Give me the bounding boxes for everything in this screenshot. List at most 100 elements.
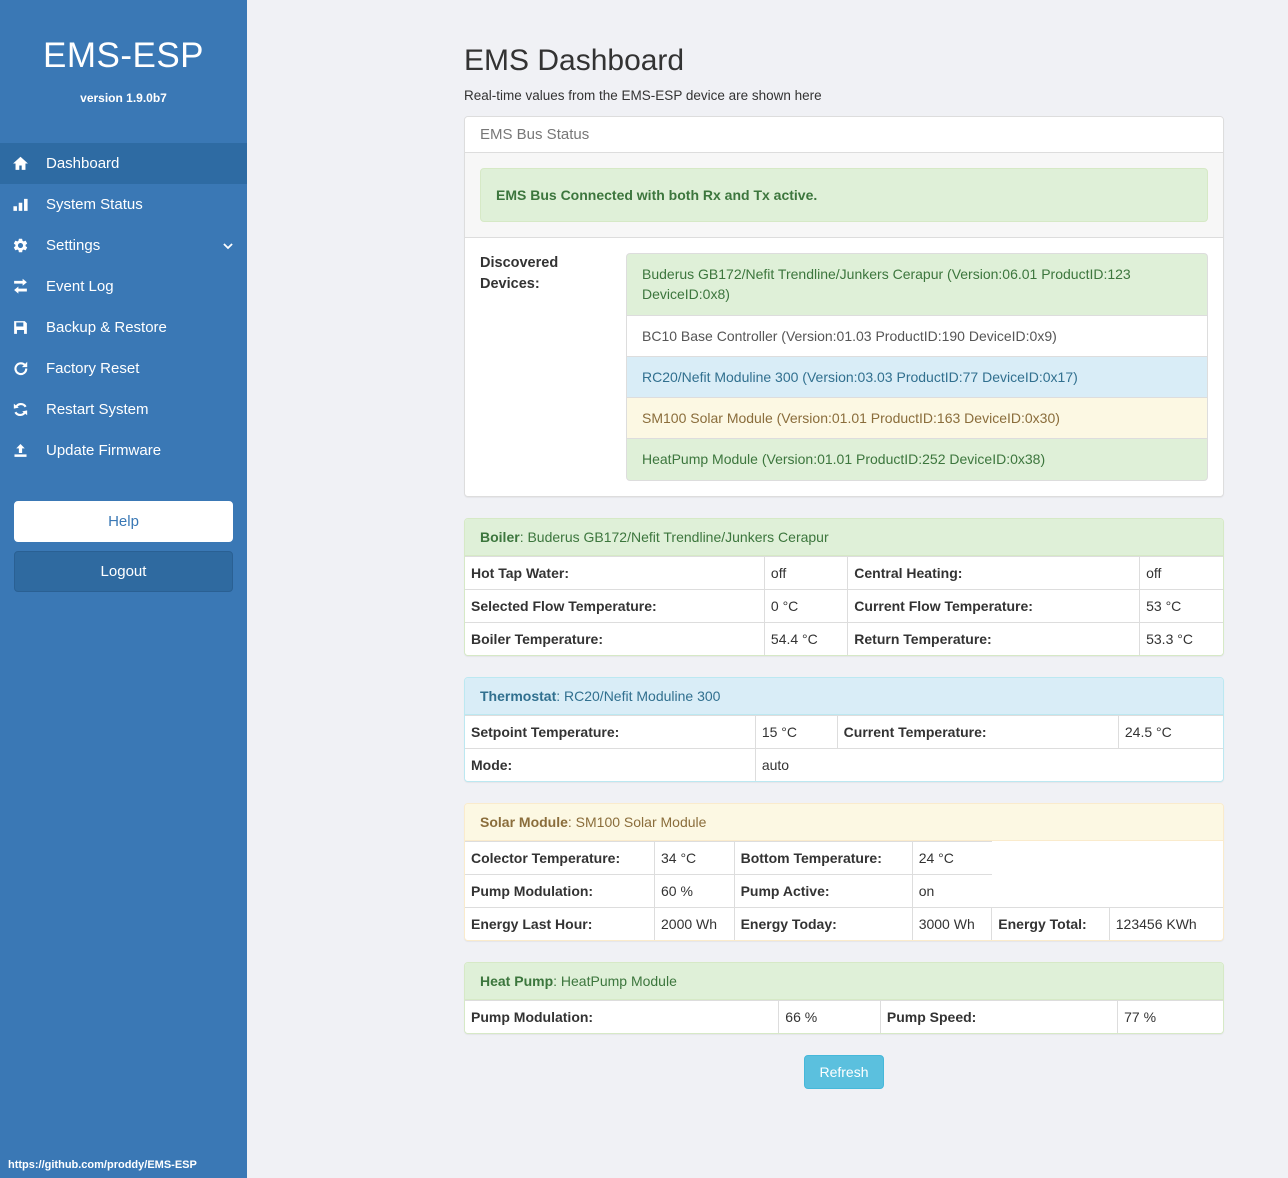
field-value: 66 %	[778, 999, 881, 1033]
sidebar-item-label: Restart System	[46, 401, 149, 418]
thermostat-label: Thermostat	[480, 687, 557, 704]
field-label: Pump Speed:	[879, 999, 1118, 1033]
save-icon	[12, 319, 34, 337]
heatpump-table: Pump Modulation: 66 % Pump Speed: 77 %	[465, 999, 1223, 1033]
field-label: Setpoint Temperature:	[465, 714, 756, 749]
field-value: 77 %	[1117, 999, 1223, 1033]
solar-device-name: : SM100 Solar Module	[567, 813, 707, 830]
bus-status-alert: EMS Bus Connected with both Rx and Tx ac…	[480, 168, 1208, 222]
empty-cell	[992, 874, 1223, 907]
field-value: 24.5 °C	[1117, 714, 1223, 749]
sidebar-item-label: Event Log	[46, 278, 114, 295]
bus-alert-section: EMS Bus Connected with both Rx and Tx ac…	[465, 153, 1223, 238]
exchange-icon	[12, 278, 34, 296]
gear-icon	[12, 237, 34, 255]
field-label: Energy Today:	[733, 906, 913, 940]
field-label: Pump Modulation:	[465, 873, 655, 908]
field-label: Pump Modulation:	[465, 999, 779, 1033]
ems-bus-status-panel: EMS Bus Status EMS Bus Connected with bo…	[464, 116, 1224, 497]
sidebar-nav: Dashboard System Status Settings Event Log B…	[0, 143, 247, 471]
device-list-item: BC10 Base Controller (Version:01.03 Prod…	[626, 314, 1208, 357]
field-label: Pump Active:	[733, 873, 913, 908]
solar-module-panel: Solar Module: SM100 Solar Module Colecto…	[464, 802, 1224, 941]
rotate-right-icon	[12, 360, 34, 378]
sidebar-item-label: Backup & Restore	[46, 319, 167, 336]
field-value: 53.3 °C	[1139, 621, 1223, 655]
help-button[interactable]: Help	[14, 501, 233, 542]
device-list: Buderus GB172/Nefit Trendline/Junkers Ce…	[626, 253, 1208, 481]
field-value: 0 °C	[763, 588, 848, 623]
field-label: Selected Flow Temperature:	[465, 588, 765, 623]
boiler-label: Boiler	[480, 528, 520, 545]
field-value: auto	[754, 747, 1223, 781]
main-content: EMS Dashboard Real-time values from the …	[247, 0, 1288, 1178]
refresh-button[interactable]: Refresh	[804, 1054, 884, 1089]
field-label: Hot Tap Water:	[465, 555, 765, 590]
boiler-table: Hot Tap Water: off Central Heating: off Sele…	[465, 555, 1223, 655]
sidebar-item-settings[interactable]: Settings	[0, 225, 247, 266]
heatpump-label: Heat Pump	[480, 972, 554, 989]
app-version: version 1.9.0b7	[80, 91, 167, 105]
thermostat-panel: Thermostat: RC20/Nefit Moduline 300 Setp…	[464, 676, 1224, 782]
thermostat-panel-title: Thermostat: RC20/Nefit Moduline 300	[465, 677, 1223, 715]
field-value: 54.4 °C	[763, 621, 848, 655]
github-link[interactable]: https://github.com/proddy/EMS-ESP	[8, 1159, 197, 1171]
field-label: Colector Temperature:	[465, 840, 655, 875]
field-label: Energy Last Hour:	[465, 906, 655, 940]
field-label: Bottom Temperature:	[733, 840, 913, 875]
field-value: off	[763, 555, 848, 590]
sidebar-item-label: Dashboard	[46, 155, 120, 172]
field-value: 24 °C	[911, 840, 992, 875]
field-value: 53 °C	[1139, 588, 1223, 623]
sidebar-item-update-firmware[interactable]: Update Firmware	[0, 430, 247, 471]
refresh-row: Refresh	[464, 1054, 1224, 1089]
sidebar-item-label: Update Firmware	[46, 442, 162, 459]
empty-cell	[992, 841, 1223, 874]
sidebar-item-factory-reset[interactable]: Factory Reset	[0, 348, 247, 389]
sidebar-item-label: System Status	[46, 196, 143, 213]
thermostat-table: Setpoint Temperature: 15 °C Current Temper…	[465, 714, 1223, 781]
field-label: Mode:	[465, 747, 756, 781]
sidebar-item-backup-restore[interactable]: Backup & Restore	[0, 307, 247, 348]
chevron-down-icon	[221, 239, 235, 253]
page-subtitle: Real-time values from the EMS-ESP device…	[464, 88, 822, 103]
sidebar-item-system-status[interactable]: System Status	[0, 184, 247, 225]
field-value: 60 %	[654, 873, 735, 908]
field-value: 34 °C	[654, 840, 735, 875]
field-value: on	[911, 873, 992, 908]
upload-icon	[12, 442, 34, 460]
sidebar-item-event-log[interactable]: Event Log	[0, 266, 247, 307]
discovered-devices-label: Discovered Devices:	[480, 255, 559, 293]
field-label: Return Temperature:	[847, 621, 1140, 655]
field-value: off	[1139, 555, 1223, 590]
app-title: EMS-ESP	[42, 36, 205, 75]
thermostat-device-name: : RC20/Nefit Moduline 300	[556, 687, 721, 704]
device-list-item: Buderus GB172/Nefit Trendline/Junkers Ce…	[626, 253, 1208, 316]
field-label: Current Flow Temperature:	[847, 588, 1140, 623]
boiler-panel: Boiler: Buderus GB172/Nefit Trendline/Ju…	[464, 517, 1224, 656]
field-value: 15 °C	[754, 714, 838, 749]
field-value: 3000 Wh	[911, 906, 992, 940]
field-value: 123456 KWh	[1108, 906, 1223, 940]
field-label: Central Heating:	[847, 555, 1140, 590]
field-label: Boiler Temperature:	[465, 621, 765, 655]
device-list-item: RC20/Nefit Moduline 300 (Version:03.03 P…	[626, 355, 1208, 399]
refresh-icon	[12, 401, 34, 419]
solar-panel-title: Solar Module: SM100 Solar Module	[465, 803, 1223, 841]
sidebar: EMS-ESP version 1.9.0b7 Dashboard System …	[0, 0, 247, 1178]
home-icon	[12, 155, 34, 173]
sidebar-item-dashboard[interactable]: Dashboard	[0, 143, 247, 184]
sidebar-item-restart-system[interactable]: Restart System	[0, 389, 247, 430]
field-value: 2000 Wh	[654, 906, 735, 940]
boiler-panel-title: Boiler: Buderus GB172/Nefit Trendline/Ju…	[465, 518, 1223, 556]
device-list-item: SM100 Solar Module (Version:01.01 Produc…	[626, 397, 1208, 440]
logout-button[interactable]: Logout	[14, 551, 233, 592]
heat-pump-panel: Heat Pump: HeatPump Module Pump Modulati…	[464, 961, 1224, 1034]
heatpump-panel-title: Heat Pump: HeatPump Module	[465, 962, 1223, 1000]
sidebar-buttons: Help Logout	[0, 501, 247, 592]
discovered-devices-section: Discovered Devices: Buderus GB172/Nefit …	[465, 238, 1223, 496]
solar-label: Solar Module	[480, 813, 568, 830]
field-label: Current Temperature:	[836, 714, 1119, 749]
field-label: Energy Total:	[991, 906, 1110, 940]
